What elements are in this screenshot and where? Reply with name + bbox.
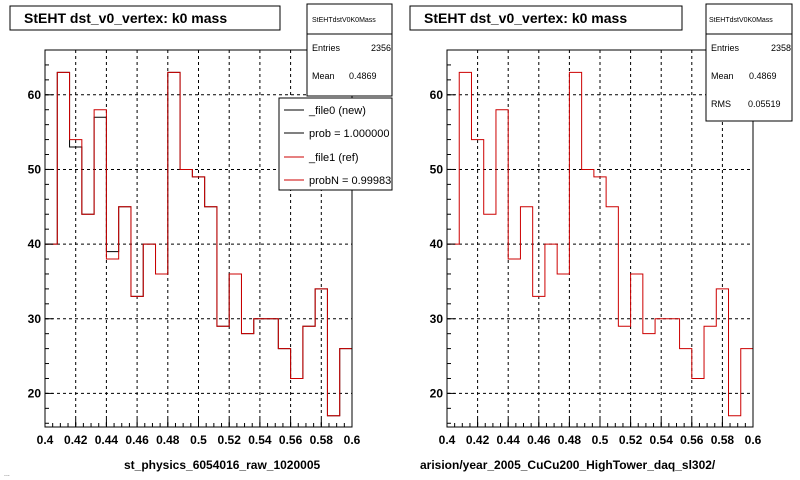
x-tick-label: 0.44 [95, 433, 119, 447]
y-tick-label: 30 [28, 312, 42, 326]
left-stats-mean-label: Mean [312, 71, 335, 81]
x-tick-label: 0.4 [439, 433, 456, 447]
y-tick-label: 20 [430, 386, 444, 400]
x-tick-label: 0.42 [466, 433, 490, 447]
x-tick-label: 0.46 [125, 433, 149, 447]
right-stats-entries-label: Entries [711, 43, 740, 53]
y-tick-label: 50 [28, 162, 42, 176]
legend-label-ref: _file1 (ref) [308, 152, 359, 164]
left-stats-box [306, 3, 393, 97]
right-histograms [446, 71, 754, 427]
right-xlabel: arision/year_2005_CuCu200_HighTower_daq_… [420, 458, 716, 472]
left-histograms [44, 71, 353, 427]
right-stats-rms-label: RMS [711, 99, 731, 109]
y-tick-label: 20 [28, 386, 42, 400]
x-tick-label: 0.44 [497, 433, 521, 447]
legend-label-new: _file0 (new) [308, 105, 366, 117]
right-stats-name: StEHTdstV0K0Mass [709, 17, 773, 24]
left-stats-entries-value: 2356 [371, 43, 391, 53]
x-tick-label: 0.46 [527, 433, 551, 447]
left-stats-name: StEHTdstV0K0Mass [312, 17, 376, 24]
x-tick-label: 0.6 [745, 433, 762, 447]
right-title-box [409, 5, 683, 31]
right-stats-rms-value: 0.05519 [748, 99, 781, 109]
left-xlabel: st_physics_6054016_raw_1020005 [124, 458, 320, 472]
left-legend-box [278, 97, 393, 191]
x-tick-label: 0.56 [279, 433, 303, 447]
x-tick-label: 0.56 [680, 433, 704, 447]
left-ticks: 0.4 0.42 0.44 0.46 0.48 0.5 0.52 0.54 0.56 0.58 0.… [28, 49, 361, 447]
legend-label-prob: prob = 1.000000 [309, 128, 389, 140]
left-title-box [9, 5, 281, 31]
x-tick-label: 0.6 [344, 433, 361, 447]
x-tick-label: 0.52 [218, 433, 242, 447]
x-tick-label: 0.54 [650, 433, 674, 447]
right-title: StEHT dst_v0_vertex: k0 mass [424, 10, 627, 26]
y-tick-label: 30 [430, 312, 444, 326]
histogram-series-line [44, 71, 353, 427]
left-legend: _file0 (new) prob = 1.000000 _file1 (ref… [278, 97, 393, 191]
legend-label-probn: probN = 0.99983 [309, 175, 391, 187]
right-ticks: 0.4 0.42 0.44 0.46 0.48 0.5 0.52 0.54 0.56 0.58 0.… [430, 49, 762, 447]
histogram-series-line [446, 71, 754, 427]
y-tick-label: 40 [430, 237, 444, 251]
left-title: StEHT dst_v0_vertex: k0 mass [24, 10, 227, 26]
y-tick-label: 40 [28, 237, 42, 251]
x-tick-label: 0.42 [64, 433, 88, 447]
right-stats-entries-value: 2358 [771, 43, 791, 53]
x-tick-label: 0.48 [156, 433, 180, 447]
x-tick-label: 0.54 [248, 433, 272, 447]
x-tick-label: 0.5 [592, 433, 609, 447]
x-tick-label: 0.5 [190, 433, 207, 447]
right-stats-box [705, 3, 793, 122]
left-panel: 0.4 0.42 0.44 0.46 0.48 0.5 0.52 0.54 0.56 0.58 0.… [9, 3, 393, 472]
left-stats-mean-value: 0.4869 [349, 71, 377, 81]
x-tick-label: 0.52 [619, 433, 643, 447]
y-tick-label: 60 [28, 88, 42, 102]
x-tick-label: 0.58 [711, 433, 735, 447]
left-stats-entries-label: Entries [312, 43, 341, 53]
footer-text: ... [4, 471, 10, 478]
x-tick-label: 0.4 [37, 433, 54, 447]
y-tick-label: 50 [430, 162, 444, 176]
y-tick-label: 60 [430, 88, 444, 102]
right-stats-mean-label: Mean [711, 71, 734, 81]
right-stats-mean-value: 0.4869 [749, 71, 777, 81]
x-tick-label: 0.48 [558, 433, 582, 447]
right-panel: 0.4 0.42 0.44 0.46 0.48 0.5 0.52 0.54 0.56 0.58 0.… [409, 3, 793, 472]
x-tick-label: 0.58 [310, 433, 334, 447]
